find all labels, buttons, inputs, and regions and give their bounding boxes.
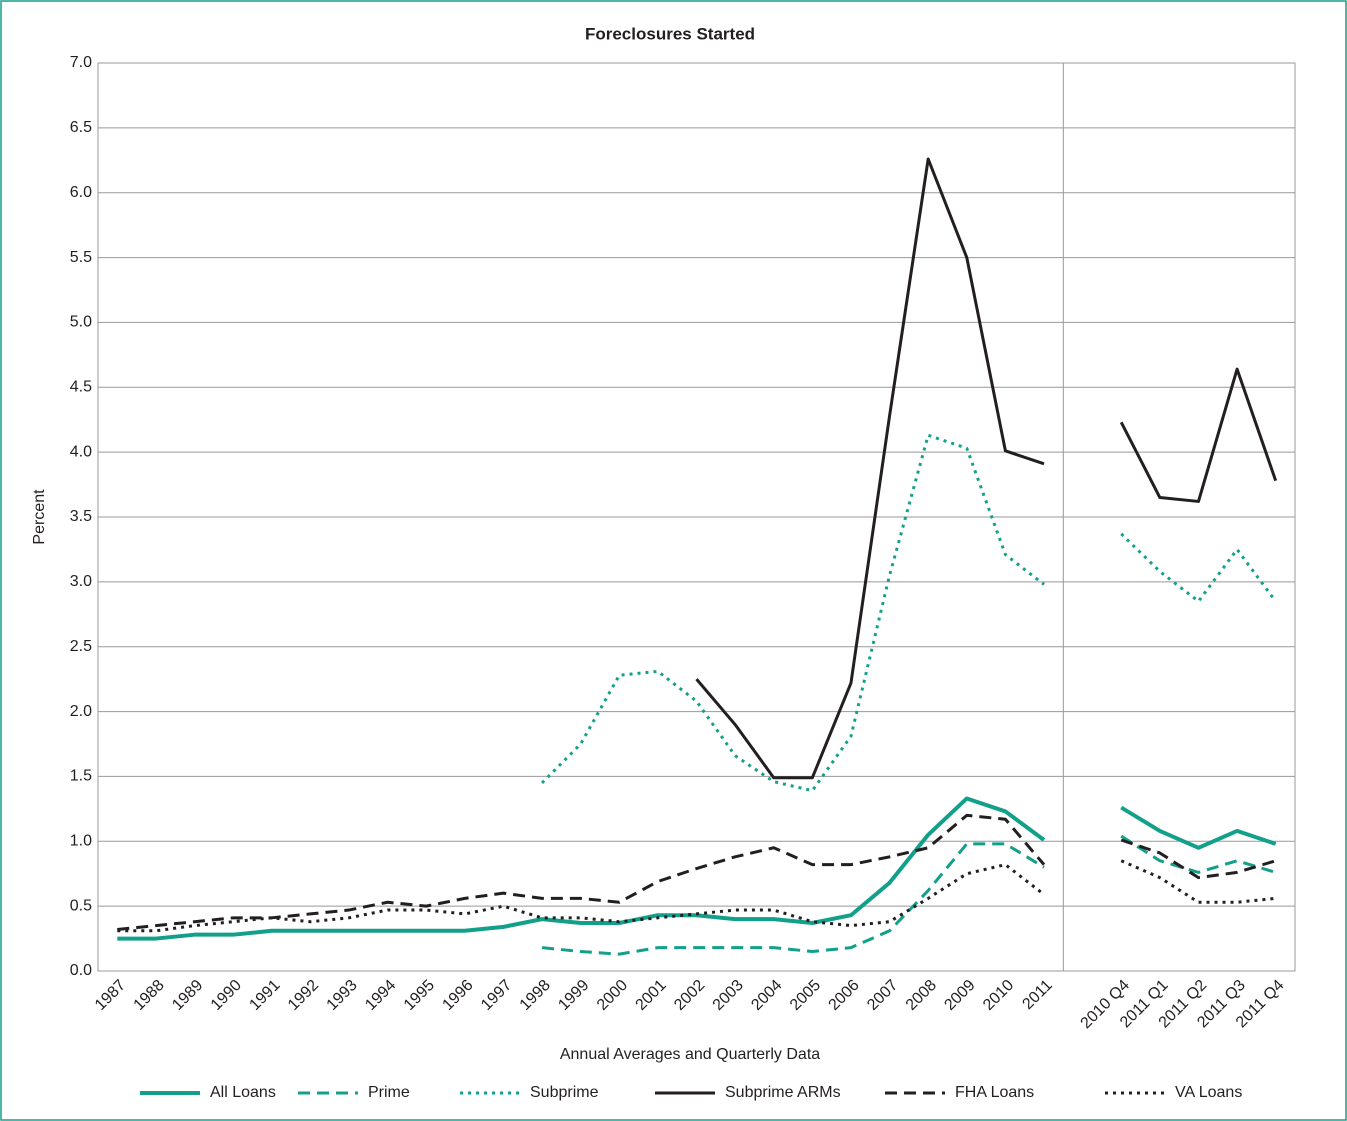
y-axis-label: Percent	[31, 489, 48, 545]
y-tick-label: 6.5	[70, 119, 92, 136]
x-tick-label: 1999	[555, 977, 592, 1014]
legend-label: FHA Loans	[955, 1084, 1034, 1101]
x-axis-label: Annual Averages and Quarterly Data	[560, 1046, 820, 1063]
x-tick-label: 2008	[903, 977, 940, 1014]
plot-frame	[97, 62, 1296, 972]
y-tick-label: 2.5	[70, 638, 92, 655]
x-tick-label: 2009	[941, 977, 978, 1014]
series-line	[541, 834, 1277, 956]
x-tick-label: 1993	[324, 977, 361, 1014]
y-tick-label: 7.0	[70, 54, 92, 71]
x-tick-label: 2010	[980, 977, 1017, 1014]
x-tick-label: 1994	[362, 977, 399, 1014]
x-tick-label: 2001	[633, 977, 670, 1014]
y-tick-label: 5.0	[70, 314, 92, 331]
series-line	[117, 859, 1276, 933]
x-tick-label: 2003	[710, 977, 747, 1014]
x-tick-label: 1990	[208, 977, 245, 1014]
x-tick-label: 2011	[1019, 977, 1055, 1013]
legend-label: Prime	[368, 1084, 410, 1101]
x-tick-label: 2000	[594, 977, 631, 1014]
x-tick-label: 1992	[285, 977, 322, 1014]
legend-label: All Loans	[210, 1084, 276, 1101]
x-tick-label: 2002	[671, 977, 708, 1014]
x-tick-label: 1997	[478, 977, 515, 1014]
y-tick-label: 3.0	[70, 573, 92, 590]
y-tick-label: 3.5	[70, 508, 92, 525]
x-tick-label: 1987	[92, 977, 129, 1014]
x-tick-label: 1991	[246, 977, 283, 1014]
y-tick-label: 6.0	[70, 184, 92, 201]
x-tick-label: 2006	[826, 977, 863, 1014]
series-line	[540, 433, 1277, 793]
chart-title: Foreclosures Started	[585, 24, 755, 43]
series-line	[117, 796, 1277, 941]
series-line	[695, 157, 1278, 780]
x-tick-label: 2005	[787, 977, 824, 1014]
x-tick-label: 2004	[748, 977, 785, 1014]
y-tick-label: 4.5	[70, 379, 92, 396]
x-tick-label: 1989	[169, 977, 206, 1014]
legend-label: Subprime	[530, 1084, 599, 1101]
x-tick-label: 1998	[517, 977, 554, 1014]
y-tick-label: 2.0	[70, 703, 92, 720]
y-tick-label: 1.0	[70, 833, 92, 850]
x-tick-label: 1996	[439, 977, 476, 1014]
y-tick-label: 0.0	[70, 962, 92, 979]
x-tick-label: 2007	[864, 977, 901, 1014]
legend-label: Subprime ARMs	[725, 1084, 841, 1101]
x-tick-label: 1988	[131, 977, 168, 1014]
y-tick-label: 5.5	[70, 249, 92, 266]
y-tick-label: 0.5	[70, 897, 92, 914]
y-tick-label: 4.0	[70, 443, 92, 460]
legend-label: VA Loans	[1175, 1084, 1242, 1101]
y-tick-label: 1.5	[70, 768, 92, 785]
x-tick-label: 1995	[401, 977, 438, 1014]
series-line	[117, 813, 1277, 931]
